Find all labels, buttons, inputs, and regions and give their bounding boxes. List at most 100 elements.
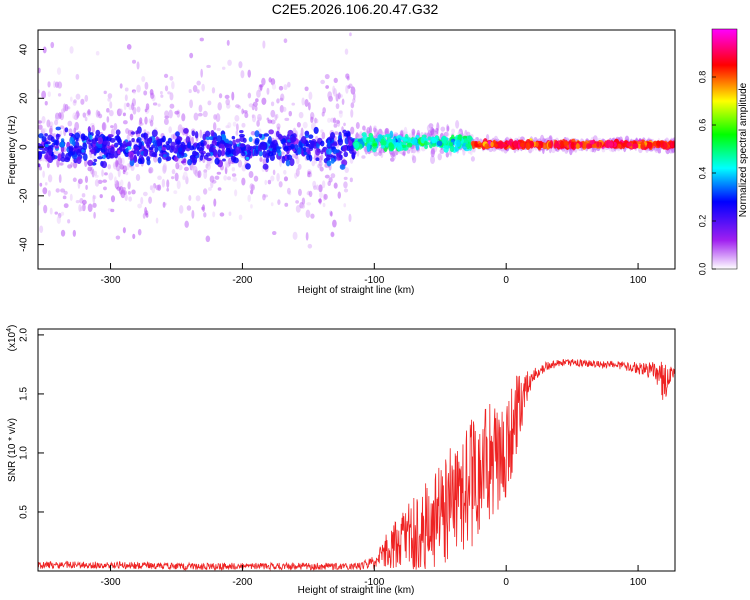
spectrogram-cell bbox=[271, 230, 277, 236]
spectrogram-cell bbox=[116, 186, 122, 191]
spectrogram-cell bbox=[50, 136, 55, 143]
spectrogram-cell bbox=[520, 142, 525, 148]
spectrogram-cell bbox=[353, 141, 360, 149]
spectrogram-cell bbox=[412, 129, 416, 135]
spectrogram-cell bbox=[267, 119, 273, 124]
spectrogram-cell bbox=[323, 193, 328, 200]
spectrogram-cell bbox=[308, 154, 313, 162]
spectrogram-cell bbox=[69, 193, 73, 201]
spectrogram-cell bbox=[240, 70, 245, 79]
spectrogram-cell bbox=[245, 163, 251, 170]
spectrogram-cell bbox=[440, 126, 446, 132]
colorbar-tick-label: 0.0 bbox=[697, 263, 707, 276]
spectrogram-cell bbox=[672, 140, 675, 148]
spectrogram-cell bbox=[403, 126, 408, 136]
spectrogram-cell bbox=[186, 205, 192, 211]
spectrogram-cell bbox=[366, 137, 370, 144]
spectrogram-cell bbox=[117, 150, 121, 155]
spectrogram-cell bbox=[142, 191, 148, 197]
spectrogram-cell bbox=[149, 185, 153, 191]
spectrogram-cell bbox=[449, 144, 455, 153]
spectrogram-cell bbox=[103, 90, 107, 95]
spectrogram-cell bbox=[205, 235, 211, 243]
spectrogram-x-tick-label: -100 bbox=[364, 275, 384, 286]
spectrogram-cell bbox=[174, 110, 180, 115]
spectrogram-cell bbox=[497, 142, 503, 146]
spectrogram-cell bbox=[159, 91, 163, 95]
spectrogram-cell bbox=[97, 156, 104, 160]
spectrogram-cell bbox=[301, 97, 305, 106]
spectrogram-cell bbox=[626, 142, 633, 147]
spectrogram-cell bbox=[154, 146, 159, 153]
spectrogram-cell bbox=[107, 97, 111, 102]
spectrogram-cell bbox=[264, 179, 268, 186]
spectrogram-cell bbox=[55, 139, 59, 146]
spectrogram-cell bbox=[132, 233, 136, 239]
spectrogram-cell bbox=[42, 128, 47, 133]
spectrogram-cell bbox=[283, 84, 288, 91]
colorbar-tick-label: 0.2 bbox=[697, 215, 707, 228]
spectrogram-cell bbox=[60, 156, 66, 162]
spectrogram-cell bbox=[169, 75, 174, 81]
spectrogram-cell bbox=[412, 155, 417, 164]
spectrogram-cell bbox=[343, 203, 347, 208]
spectrogram-cell bbox=[330, 132, 335, 140]
spectrogram-cell bbox=[456, 139, 461, 147]
spectrogram-cell bbox=[117, 136, 122, 144]
spectrogram-cell bbox=[506, 140, 512, 146]
spectrogram-cell bbox=[298, 188, 302, 197]
spectrogram-cell bbox=[455, 120, 460, 129]
spectrogram-cell bbox=[304, 99, 309, 107]
spectrogram-cell bbox=[339, 164, 346, 170]
spectrogram-cell bbox=[110, 195, 116, 203]
snr-series-line bbox=[38, 359, 675, 571]
spectrogram-cell bbox=[108, 154, 115, 159]
spectrogram-cell bbox=[430, 155, 436, 165]
svg-text:(x104): (x104) bbox=[6, 325, 18, 352]
spectrogram-cell bbox=[64, 127, 69, 133]
spectrogram-cell bbox=[350, 109, 354, 118]
spectrogram-cell bbox=[94, 179, 100, 187]
spectrogram-cell bbox=[296, 122, 301, 128]
spectrogram-cell bbox=[214, 157, 220, 165]
spectrogram-cell bbox=[124, 87, 129, 92]
snr-scale-factor: (x104) bbox=[6, 325, 18, 352]
spectrogram-cell bbox=[232, 139, 236, 146]
spectrogram-cell bbox=[305, 209, 311, 218]
spectrogram-cell bbox=[57, 93, 62, 97]
spectrogram-cell bbox=[161, 178, 166, 188]
spectrogram-cell bbox=[406, 149, 411, 154]
spectrogram-cell bbox=[343, 151, 349, 158]
spectrogram-cell bbox=[119, 83, 123, 89]
spectrogram-cell bbox=[124, 151, 130, 157]
spectrogram-cell bbox=[350, 126, 355, 135]
colorbar-tick-label: 0.8 bbox=[697, 71, 707, 84]
spectrogram-cell bbox=[346, 75, 350, 81]
spectrogram-cell bbox=[262, 193, 266, 201]
spectrogram-cell bbox=[160, 94, 164, 98]
spectrogram-cell bbox=[324, 73, 330, 80]
spectrogram-cell bbox=[55, 126, 61, 131]
spectrogram-cell bbox=[327, 91, 333, 100]
spectrogram-cell bbox=[38, 67, 41, 74]
spectrogram-cell bbox=[49, 125, 53, 134]
spectrogram-cell bbox=[232, 176, 238, 182]
spectrogram-cell bbox=[260, 146, 266, 150]
spectrogram-cell bbox=[127, 191, 132, 195]
spectrogram-cell bbox=[261, 77, 266, 86]
spectrogram-cell bbox=[184, 220, 189, 228]
spectrogram-cell bbox=[339, 154, 343, 159]
spectrogram-cell bbox=[315, 184, 319, 191]
spectrogram-cell bbox=[81, 193, 86, 198]
spectrogram-cell bbox=[42, 46, 47, 54]
snr-panel: -300 -200 -100 0 100 0.5 1.0 1.5 2.0 Height of … bbox=[6, 325, 676, 596]
spectrogram-cell bbox=[72, 177, 77, 182]
spectrogram-cell bbox=[662, 141, 668, 150]
spectrogram-cell bbox=[617, 143, 622, 149]
spectrogram-cell bbox=[231, 135, 236, 140]
spectrogram-cell bbox=[49, 207, 53, 215]
spectrogram-cell bbox=[38, 150, 43, 159]
spectrogram-cell bbox=[298, 141, 303, 149]
spectrogram-cell bbox=[210, 129, 215, 137]
